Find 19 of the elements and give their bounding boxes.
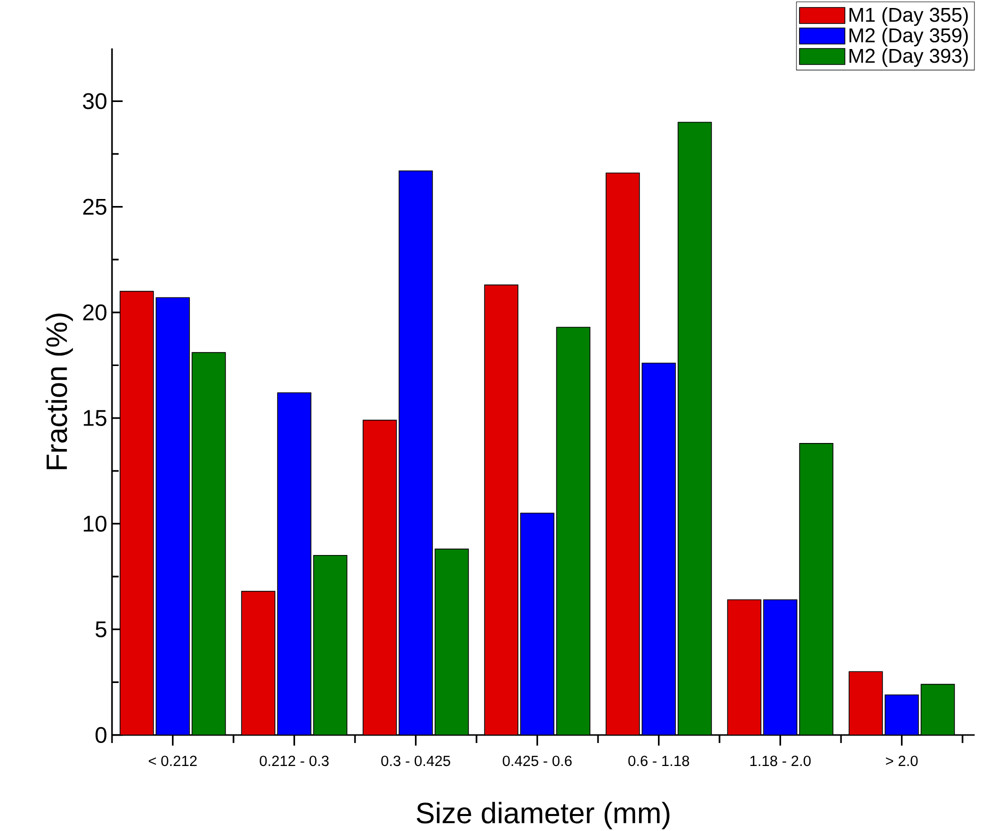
y-tick-label: 15 <box>84 410 106 426</box>
x-tick-label: < 0.212 <box>148 756 197 766</box>
y-tick-label: 10 <box>84 516 106 532</box>
y-tick-label: 5 <box>96 621 106 638</box>
legend-label: M2 (Day 393) <box>850 48 968 67</box>
legend-label: M2 (Day 359) <box>850 28 968 46</box>
y-tick-label: 25 <box>83 198 106 215</box>
legend-label: M1 (Day 355) <box>850 7 968 26</box>
x-axis-title: Size diameter (mm) <box>416 802 670 830</box>
y-tick-label: 0 <box>96 726 106 744</box>
y-tick-label: 20 <box>83 304 106 320</box>
x-tick-label: 0.425 - 0.6 <box>502 756 572 766</box>
x-tick-label: 1.18 - 2.0 <box>750 756 811 766</box>
x-tick-label: > 2.0 <box>886 756 918 766</box>
x-tick-label: 0.6 - 1.18 <box>628 756 690 766</box>
y-tick-label: 30 <box>82 93 106 110</box>
y-axis-title: Fraction (%) <box>46 314 73 470</box>
x-tick-label: 0.3 - 0.425 <box>381 756 450 766</box>
x-tick-label: 0.212 - 0.3 <box>260 756 329 766</box>
